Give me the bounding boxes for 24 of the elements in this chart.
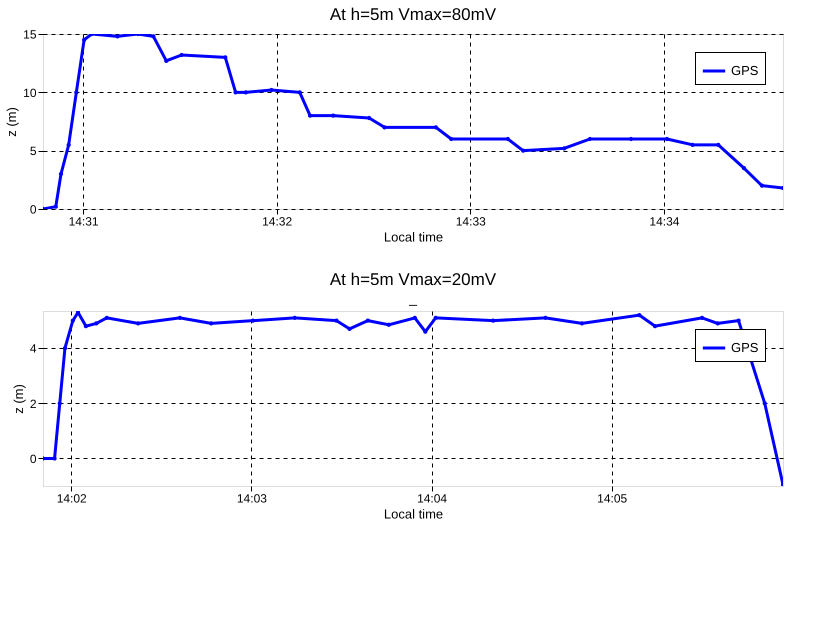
y-axis-title: z (m): [10, 384, 26, 414]
y-tick-label: 2: [30, 396, 37, 411]
x-tick-label: 14:34: [649, 214, 680, 228]
x-tick-label: 14:04: [417, 492, 448, 506]
chart-title: At h=5m Vmax=80mV: [330, 5, 497, 24]
chart-subtitle: _: [408, 290, 418, 306]
y-tick-label: 0: [30, 202, 37, 216]
legend-label: GPS: [731, 63, 759, 78]
y-tick-label: 10: [23, 86, 37, 100]
chart-title: At h=5m Vmax=20mV: [330, 270, 497, 289]
y-tick-label: 0: [30, 452, 37, 466]
x-tick-label: 14:05: [597, 492, 628, 506]
y-tick-label: 5: [30, 144, 37, 158]
legend-label: GPS: [731, 340, 759, 355]
x-tick-label: 14:33: [456, 214, 486, 228]
x-tick-label: 14:31: [68, 214, 99, 228]
x-tick-label: 14:03: [236, 492, 268, 506]
x-tick-label: 14:32: [262, 214, 292, 228]
y-tick-label: 4: [30, 342, 37, 356]
y-tick-label: 15: [23, 28, 37, 42]
x-axis-title: Local time: [384, 230, 444, 244]
x-tick-label: 14:02: [56, 492, 88, 506]
y-axis-title: z (m): [4, 107, 20, 137]
x-axis-title: Local time: [384, 506, 444, 522]
